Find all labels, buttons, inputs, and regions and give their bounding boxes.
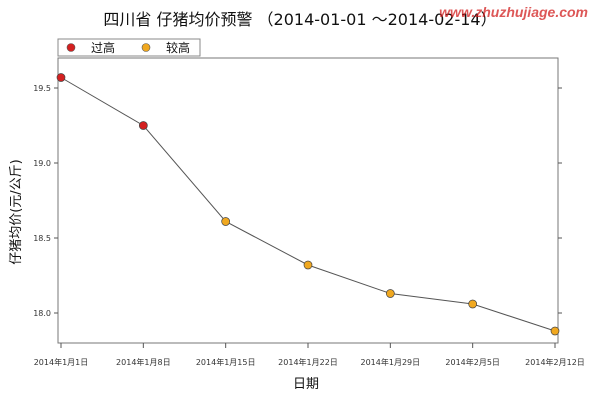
plot-frame [57, 57, 559, 344]
chart-title: 四川省 仔猪均价预警 （2014-01-01 ～2014-02-14） [103, 10, 497, 29]
data-point-6 [468, 299, 478, 309]
y-tick-label: 19.5 [33, 84, 51, 93]
series-layer [56, 73, 560, 336]
data-point-5 [385, 289, 395, 298]
x-tick-label: 2014年1月1日 [34, 357, 89, 367]
data-point-4 [303, 260, 313, 270]
y-axis-label: 仔猪均价(元/公斤) [9, 159, 24, 265]
legend-label-1: 过高 [91, 40, 115, 55]
x-tick-label: 2014年2月5日 [445, 357, 500, 367]
y-tick-label: 18.0 [33, 309, 51, 318]
x-tick-label: 2014年2月12日 [525, 357, 585, 367]
data-point-3 [221, 217, 231, 226]
legend-marker-2 [141, 43, 151, 52]
y-tick-label: 18.5 [33, 234, 51, 243]
data-point-1 [56, 73, 66, 82]
x-tick-label: 2014年1月29日 [361, 357, 421, 367]
data-point-7 [550, 326, 560, 336]
x-axis-ticks: 2014年1月1日 2014年1月8日 2014年1月15日 2014年1月22日 20… [34, 343, 585, 367]
y-axis-ticks: 18.0 18.5 19.0 19.5 [33, 84, 562, 318]
y-tick-label: 19.0 [33, 159, 51, 168]
watermark-text: www.zhuzhujiage.com [439, 4, 588, 20]
x-tick-label: 2014年1月8日 [116, 357, 171, 367]
data-point-2 [138, 121, 148, 130]
x-tick-label: 2014年1月15日 [196, 357, 256, 367]
x-tick-label: 2014年1月22日 [278, 357, 338, 367]
legend-marker-1 [66, 43, 76, 52]
x-axis-label: 日期 [293, 377, 319, 392]
plot-area [57, 57, 559, 344]
legend-box [57, 38, 201, 57]
legend-label-2: 较高 [166, 40, 190, 55]
legend: 过高 较高 [57, 38, 201, 57]
